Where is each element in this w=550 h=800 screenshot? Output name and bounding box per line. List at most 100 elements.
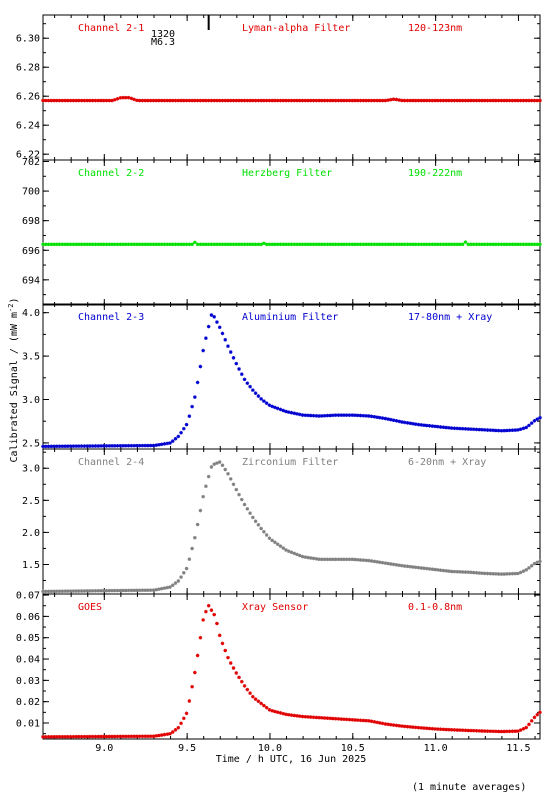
data-point [535,560,540,565]
data-point [190,242,194,247]
data-point [507,242,512,247]
data-point [320,716,324,720]
data-point [146,443,150,448]
data-point [242,98,247,103]
data-point [507,98,512,103]
data-point [270,404,274,409]
data-point [55,734,59,739]
data-point [41,589,45,594]
data-point [471,427,476,432]
data-point [226,344,230,348]
data-point [413,565,418,570]
data-series [41,603,542,739]
data-point [60,734,65,739]
data-point [148,443,153,448]
data-point [452,569,457,574]
data-point [485,571,490,576]
data-point [223,98,228,103]
data-point [187,98,192,103]
data-point [378,560,382,565]
data-point [107,588,112,593]
data-point [126,242,131,247]
data-point [391,723,396,727]
data-point [499,572,504,576]
data-point [353,718,357,722]
data-point [57,734,62,739]
data-point [204,609,208,614]
data-point [66,98,70,103]
data-point [311,556,316,561]
data-point [372,414,377,419]
data-point [234,98,239,103]
data-point [466,427,471,431]
data-point [220,242,225,247]
data-point [206,324,211,329]
y-tick-label: 702 [22,157,40,168]
data-point [63,242,67,247]
data-point [355,98,360,103]
data-point [273,98,277,103]
data-point [502,98,506,103]
data-point [413,422,418,426]
y-tick-label: 0.02 [16,697,40,708]
data-point [104,98,109,103]
data-point [477,729,482,733]
data-point [532,419,537,423]
data-point [524,98,528,103]
data-point [55,589,59,594]
band-label: 120-123nm [408,23,462,34]
data-point [140,242,145,247]
data-point [430,242,435,247]
data-point [452,426,457,431]
data-point [400,98,404,103]
data-point [107,98,112,103]
data-point [383,561,388,565]
data-point [328,557,332,562]
data-point [195,98,200,103]
data-point [513,571,517,576]
data-point [46,589,51,594]
data-point [52,98,56,103]
data-point [206,242,211,247]
data-point [455,426,459,431]
data-point [344,98,349,103]
data-point [353,557,357,562]
data-point [151,242,156,247]
data-point [146,98,150,103]
y-tick-label: 694 [22,275,40,286]
data-point [256,98,261,103]
data-point [143,242,147,247]
data-point [480,242,484,247]
data-point [524,568,528,572]
data-point [369,242,374,247]
data-point [444,727,448,732]
data-point [322,557,327,562]
data-point [344,413,349,417]
data-point [297,98,302,103]
data-point [303,413,308,418]
data-point [43,589,48,594]
data-point [85,589,89,593]
data-point [46,98,51,103]
data-point [93,98,98,103]
data-point [433,424,437,429]
data-point [267,242,272,247]
data-point [129,96,134,101]
data-point [521,569,526,573]
data-point [96,588,101,593]
data-point [444,425,448,430]
data-point [278,242,283,247]
data-point [226,242,230,247]
data-point [367,98,371,103]
data-point [378,721,382,725]
data-point [162,242,167,247]
data-point [148,734,153,739]
data-point [85,98,89,103]
data-point [355,242,360,247]
data-point [41,98,45,103]
data-point [226,655,230,660]
data-point [331,242,335,247]
data-point [245,687,250,692]
data-point [422,423,426,428]
data-point [458,98,462,103]
